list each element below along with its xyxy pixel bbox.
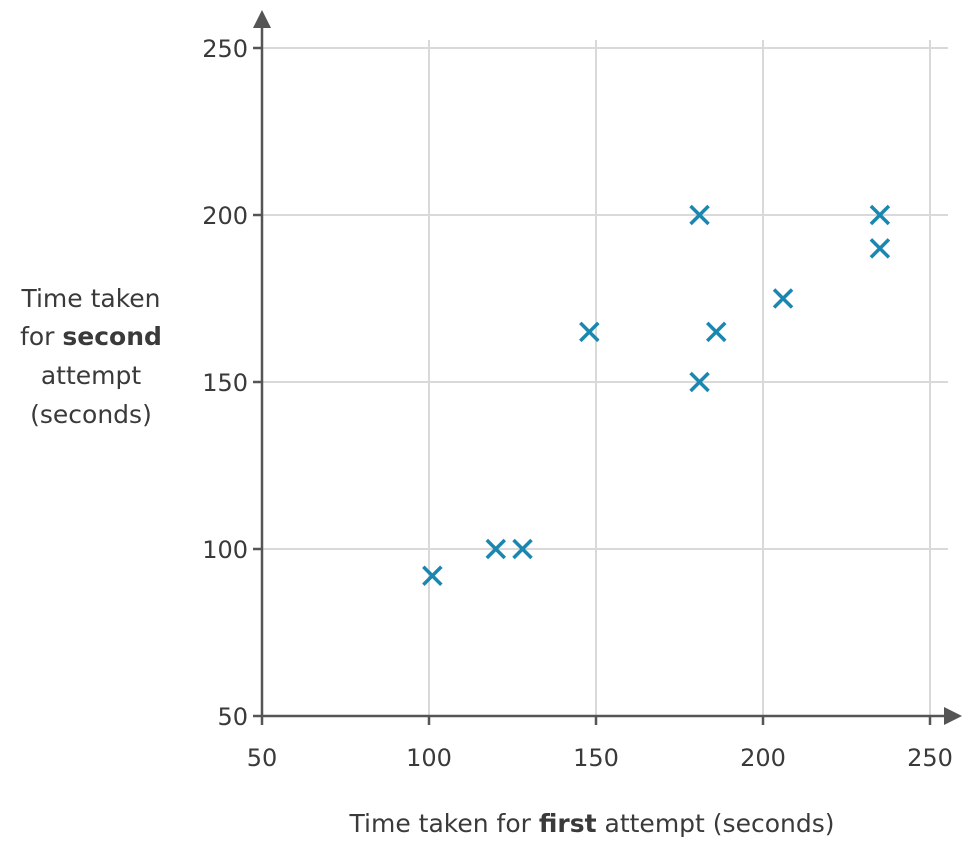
x-axis-arrow — [944, 707, 962, 725]
data-point — [772, 288, 794, 309]
y-axis-title-line2: for second — [20, 322, 162, 351]
y-axis-title-line3: attempt — [41, 361, 142, 390]
y-tick-label: 250 — [202, 35, 248, 63]
x-tick-label: 50 — [247, 744, 278, 772]
x-tick-label: 150 — [573, 744, 619, 772]
data-point — [485, 538, 507, 560]
data-point — [706, 321, 727, 343]
data-point — [512, 538, 533, 560]
grid — [262, 40, 948, 716]
axes — [253, 10, 962, 725]
x-tick-label: 250 — [907, 744, 953, 772]
x-tick-label: 200 — [740, 744, 786, 772]
x-axis-title-after: attempt (seconds) — [597, 809, 835, 838]
x-axis-title: Time taken for first attempt (seconds) — [349, 809, 835, 838]
y-tick-label: 150 — [202, 369, 248, 397]
data-point — [869, 204, 891, 226]
data-point — [689, 204, 710, 226]
x-axis-title-before: Time taken for — [349, 809, 539, 838]
x-tick-labels: 50 100 150 200 250 — [247, 744, 953, 772]
y-axis-title-line2-bold: second — [62, 322, 162, 351]
y-axis-title-line2-before: for — [20, 322, 62, 351]
y-axis-title-line1: Time taken — [20, 284, 160, 313]
x-tick-label: 100 — [406, 744, 452, 772]
data-points — [422, 204, 891, 586]
y-axis-title: Time taken for second attempt (seconds) — [20, 284, 162, 429]
data-point — [689, 371, 710, 393]
y-tick-label: 100 — [202, 536, 248, 564]
data-point — [869, 238, 891, 259]
y-axis-arrow — [253, 10, 271, 28]
data-point — [422, 565, 443, 586]
data-point — [579, 321, 600, 343]
x-axis-title-bold: first — [539, 809, 597, 838]
y-tick-labels: 50 100 150 200 250 — [202, 35, 248, 731]
y-tick-label: 50 — [217, 703, 248, 731]
y-tick-label: 200 — [202, 202, 248, 230]
y-axis-title-line4: (seconds) — [30, 400, 152, 429]
